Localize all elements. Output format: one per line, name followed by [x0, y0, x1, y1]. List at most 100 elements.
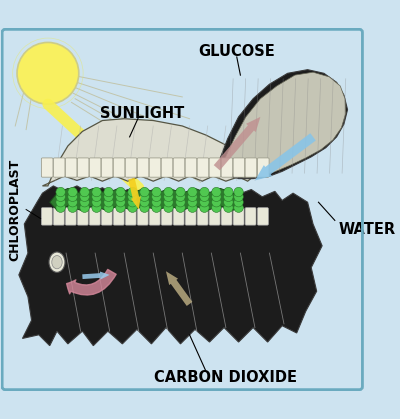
- FancyBboxPatch shape: [197, 208, 208, 225]
- Circle shape: [152, 192, 161, 202]
- Circle shape: [104, 192, 113, 202]
- Circle shape: [92, 192, 101, 202]
- Circle shape: [200, 203, 209, 212]
- Circle shape: [128, 187, 137, 197]
- FancyBboxPatch shape: [197, 158, 209, 177]
- Circle shape: [224, 187, 233, 197]
- FancyBboxPatch shape: [101, 208, 112, 225]
- Circle shape: [80, 187, 89, 197]
- FancyBboxPatch shape: [125, 208, 136, 225]
- Circle shape: [212, 192, 221, 202]
- FancyBboxPatch shape: [161, 158, 173, 177]
- FancyBboxPatch shape: [77, 158, 89, 177]
- Circle shape: [176, 192, 185, 202]
- Circle shape: [212, 197, 221, 207]
- Circle shape: [224, 203, 233, 212]
- Circle shape: [56, 187, 65, 197]
- Circle shape: [188, 192, 197, 202]
- Circle shape: [116, 192, 125, 202]
- FancyBboxPatch shape: [173, 208, 184, 225]
- Circle shape: [164, 203, 173, 212]
- FancyBboxPatch shape: [113, 208, 124, 225]
- Circle shape: [234, 187, 243, 197]
- Polygon shape: [42, 119, 258, 186]
- Ellipse shape: [52, 256, 62, 269]
- Circle shape: [104, 187, 113, 197]
- FancyBboxPatch shape: [53, 208, 64, 225]
- FancyBboxPatch shape: [149, 208, 160, 225]
- FancyBboxPatch shape: [125, 158, 137, 177]
- FancyBboxPatch shape: [101, 158, 113, 177]
- Circle shape: [92, 197, 101, 207]
- FancyBboxPatch shape: [173, 158, 185, 177]
- FancyBboxPatch shape: [53, 158, 65, 177]
- Circle shape: [234, 203, 243, 212]
- Circle shape: [176, 197, 185, 207]
- Polygon shape: [19, 186, 322, 346]
- Ellipse shape: [49, 252, 65, 272]
- Circle shape: [92, 203, 101, 212]
- FancyArrow shape: [214, 117, 260, 171]
- FancyBboxPatch shape: [209, 208, 220, 225]
- Circle shape: [56, 192, 65, 202]
- FancyBboxPatch shape: [113, 158, 125, 177]
- Polygon shape: [50, 189, 242, 210]
- Polygon shape: [219, 70, 348, 178]
- Circle shape: [56, 197, 65, 207]
- FancyBboxPatch shape: [245, 158, 257, 177]
- Circle shape: [128, 197, 137, 207]
- FancyArrow shape: [166, 271, 192, 306]
- Polygon shape: [224, 72, 346, 178]
- FancyBboxPatch shape: [89, 208, 100, 225]
- FancyBboxPatch shape: [77, 208, 88, 225]
- Circle shape: [80, 192, 89, 202]
- Circle shape: [104, 203, 113, 212]
- Circle shape: [164, 192, 173, 202]
- FancyBboxPatch shape: [89, 158, 101, 177]
- Circle shape: [200, 192, 209, 202]
- FancyBboxPatch shape: [185, 208, 196, 225]
- FancyArrow shape: [255, 133, 316, 181]
- FancyArrow shape: [82, 272, 110, 279]
- Circle shape: [152, 197, 161, 207]
- Circle shape: [116, 203, 125, 212]
- Circle shape: [116, 197, 125, 207]
- FancyBboxPatch shape: [137, 208, 148, 225]
- Circle shape: [92, 187, 101, 197]
- Circle shape: [164, 197, 173, 207]
- FancyBboxPatch shape: [245, 208, 256, 225]
- Circle shape: [80, 197, 89, 207]
- Circle shape: [176, 187, 185, 197]
- Circle shape: [164, 187, 173, 197]
- FancyBboxPatch shape: [221, 208, 232, 225]
- Circle shape: [140, 187, 149, 197]
- Circle shape: [128, 203, 137, 212]
- Circle shape: [80, 203, 89, 212]
- Circle shape: [68, 187, 77, 197]
- Circle shape: [234, 192, 243, 202]
- Circle shape: [104, 197, 113, 207]
- FancyBboxPatch shape: [258, 208, 268, 225]
- Circle shape: [224, 192, 233, 202]
- Circle shape: [68, 192, 77, 202]
- Circle shape: [188, 187, 197, 197]
- FancyBboxPatch shape: [209, 158, 221, 177]
- Circle shape: [128, 192, 137, 202]
- Text: SUNLIGHT: SUNLIGHT: [100, 106, 184, 121]
- Circle shape: [234, 197, 243, 207]
- Text: WATER: WATER: [338, 222, 396, 237]
- Circle shape: [200, 187, 209, 197]
- Circle shape: [152, 203, 161, 212]
- FancyBboxPatch shape: [137, 158, 149, 177]
- Circle shape: [188, 197, 197, 207]
- FancyBboxPatch shape: [41, 158, 53, 177]
- Circle shape: [116, 187, 125, 197]
- Circle shape: [140, 197, 149, 207]
- Text: CHLOROPLAST: CHLOROPLAST: [8, 158, 21, 261]
- Circle shape: [68, 197, 77, 207]
- FancyBboxPatch shape: [41, 208, 52, 225]
- FancyArrow shape: [128, 178, 141, 210]
- FancyBboxPatch shape: [65, 208, 76, 225]
- FancyBboxPatch shape: [233, 208, 244, 225]
- Circle shape: [200, 197, 209, 207]
